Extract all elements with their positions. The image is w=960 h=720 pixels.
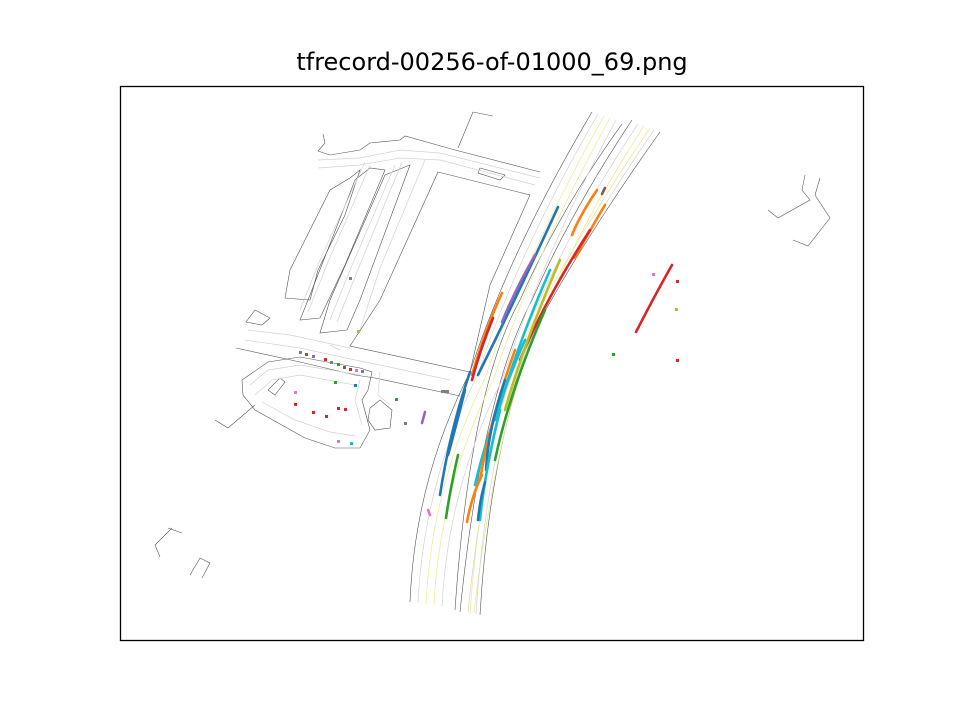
trajectory <box>470 316 495 382</box>
road-edge <box>454 123 623 611</box>
agent-marker <box>294 403 297 406</box>
agent-marker <box>324 358 327 361</box>
agent-marker <box>337 440 340 443</box>
agent-marker <box>344 408 347 411</box>
trajectory <box>484 378 507 472</box>
static-agents <box>294 273 679 445</box>
parking-lot-lane-lines <box>244 149 541 437</box>
trajectory <box>465 473 484 524</box>
parking-lot-road-edges <box>214 111 541 449</box>
trajectory <box>600 186 607 196</box>
agent-marker <box>349 277 352 280</box>
road-edge <box>245 309 271 326</box>
agent-marker <box>334 381 337 384</box>
agent-marker <box>349 368 352 371</box>
agent-marker <box>652 273 655 276</box>
highway-lane-lines <box>417 113 655 615</box>
road-edge <box>367 399 393 431</box>
road-edge <box>241 356 373 449</box>
road-edge <box>767 174 811 219</box>
road-edge <box>267 377 286 396</box>
agent-marker <box>337 407 340 410</box>
agent-marker <box>312 411 315 414</box>
trajectory <box>426 508 432 517</box>
trajectory <box>500 253 537 324</box>
agent-marker <box>675 308 678 311</box>
trajectory <box>446 388 467 457</box>
trajectory <box>444 453 460 520</box>
road-edge <box>457 111 494 149</box>
agent-marker <box>330 361 333 364</box>
agent-marker <box>441 390 449 393</box>
agent-marker <box>337 363 340 366</box>
agent-trajectories <box>420 186 674 524</box>
agent-marker <box>361 370 364 373</box>
highway-road-edges <box>409 111 661 616</box>
trajectory <box>438 370 472 497</box>
agent-marker <box>395 398 398 401</box>
agent-marker <box>354 384 357 387</box>
road-edge <box>459 119 633 613</box>
agent-marker <box>343 366 346 369</box>
axes-frame <box>119 85 865 642</box>
road-edge <box>154 527 173 558</box>
trajectory <box>476 205 560 377</box>
agent-marker <box>299 351 302 354</box>
road-edge <box>477 167 506 181</box>
agent-marker <box>350 442 353 445</box>
road-edge <box>235 347 461 397</box>
agent-marker <box>355 369 358 372</box>
agent-marker <box>357 330 360 333</box>
road-edge <box>349 171 531 373</box>
trajectory <box>476 480 487 522</box>
road-edge <box>214 404 256 429</box>
agent-marker <box>294 391 297 394</box>
agent-marker <box>312 355 315 358</box>
road-edge <box>319 164 411 334</box>
trajectory <box>478 408 502 522</box>
road-edge <box>317 133 541 173</box>
map-layer <box>154 111 831 616</box>
trajectory <box>503 258 562 412</box>
agent-marker <box>676 359 679 362</box>
agent-marker <box>612 353 615 356</box>
trajectory <box>420 410 427 425</box>
agent-marker <box>676 280 679 283</box>
agent-marker <box>305 353 308 356</box>
figure-title: tfrecord-00256-of-01000_69.png <box>296 48 688 76</box>
road-edge <box>792 177 831 247</box>
agent-marker <box>404 422 407 425</box>
trajectory <box>570 188 599 237</box>
agent-marker <box>325 415 328 418</box>
isolated-road-edges <box>154 174 831 579</box>
road-edge <box>167 527 183 534</box>
road-edge <box>189 557 211 579</box>
trajectory <box>493 308 547 462</box>
road-edge <box>299 167 386 321</box>
trajectory <box>634 263 674 334</box>
road-edge <box>284 169 361 301</box>
